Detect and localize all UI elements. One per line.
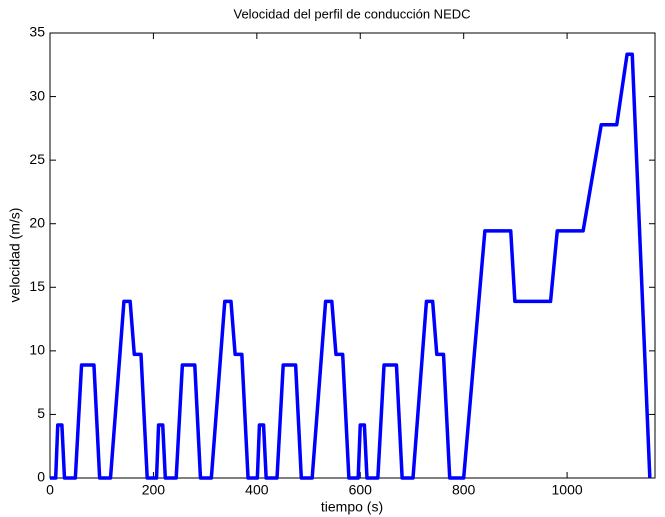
x-tick-label: 200 xyxy=(142,482,166,498)
y-axis-label: velocidad (m/s) xyxy=(7,208,23,303)
x-axis-label: tiempo (s) xyxy=(321,499,383,515)
y-tick-label: 0 xyxy=(37,469,45,485)
line-series xyxy=(50,52,652,480)
y-tick-label: 30 xyxy=(29,87,45,103)
y-tick-label: 35 xyxy=(29,24,45,40)
x-tick-label: 1000 xyxy=(552,482,583,498)
y-tick-label: 10 xyxy=(29,342,45,358)
y-tick-label: 25 xyxy=(29,151,45,167)
chart-title: Velocidad del perfil de conducción NEDC xyxy=(233,6,470,21)
x-tick-label: 600 xyxy=(349,482,373,498)
y-tick-label: 20 xyxy=(29,214,45,230)
y-tick-label: 15 xyxy=(29,278,45,294)
x-tick-label: 400 xyxy=(245,482,269,498)
y-tick-label: 5 xyxy=(37,405,45,421)
x-tick-label: 800 xyxy=(452,482,476,498)
x-tick-label: 0 xyxy=(46,482,54,498)
plot-frame xyxy=(49,32,656,479)
